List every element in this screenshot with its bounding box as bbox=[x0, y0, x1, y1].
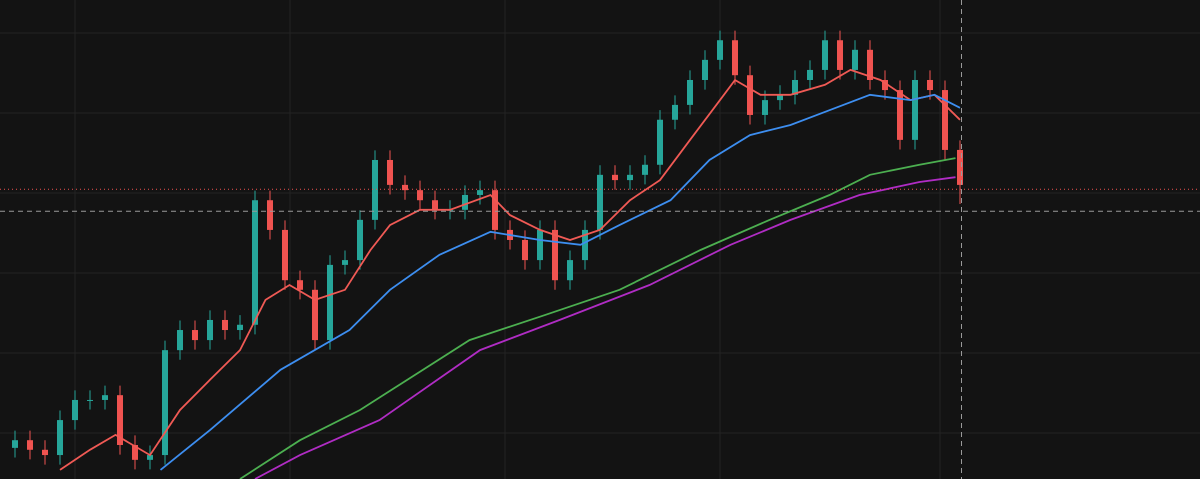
candle-body bbox=[252, 200, 258, 325]
moving-average-line bbox=[254, 176, 956, 479]
candle-body bbox=[702, 59, 708, 80]
candle-body bbox=[132, 444, 138, 460]
candle-body bbox=[297, 280, 303, 290]
candle-body bbox=[462, 194, 468, 210]
candle-body bbox=[792, 79, 798, 95]
candle-body bbox=[627, 174, 633, 181]
candle-body bbox=[897, 90, 903, 140]
candle-body bbox=[372, 159, 378, 220]
candle-body bbox=[777, 94, 783, 101]
candle-body bbox=[57, 420, 63, 456]
candle-body bbox=[867, 49, 873, 80]
candle-body bbox=[27, 440, 33, 450]
candle-body bbox=[267, 200, 273, 230]
candle-body bbox=[282, 229, 288, 281]
candle-body bbox=[162, 350, 168, 456]
candle-body bbox=[87, 399, 93, 401]
candle-body bbox=[417, 190, 423, 201]
candle-body bbox=[612, 174, 618, 181]
candle-body bbox=[687, 79, 693, 105]
candle-body bbox=[12, 440, 18, 448]
candle-body bbox=[537, 229, 543, 261]
candle-body bbox=[477, 190, 483, 195]
candle-body bbox=[147, 455, 153, 460]
candle-body bbox=[807, 69, 813, 80]
candle-body bbox=[342, 260, 348, 265]
candle-body bbox=[957, 149, 963, 185]
candle-body bbox=[222, 319, 228, 331]
candle-body bbox=[522, 239, 528, 261]
candle-body bbox=[177, 330, 183, 351]
candle-body bbox=[552, 229, 558, 281]
moving-average-line bbox=[59, 68, 961, 471]
candle-body bbox=[192, 330, 198, 341]
candle-body bbox=[327, 264, 333, 341]
candle-body bbox=[102, 395, 108, 400]
moving-average-line bbox=[159, 93, 961, 471]
candle-body bbox=[822, 40, 828, 70]
candle-body bbox=[312, 289, 318, 341]
candle-body bbox=[432, 200, 438, 210]
candle-body bbox=[837, 40, 843, 70]
candle-body bbox=[927, 79, 933, 91]
candle-body bbox=[597, 174, 603, 230]
candle-body bbox=[672, 104, 678, 120]
candle-body bbox=[387, 159, 393, 185]
candle-body bbox=[402, 184, 408, 191]
candle-body bbox=[42, 449, 48, 456]
candle-body bbox=[72, 399, 78, 421]
candle-body bbox=[207, 319, 213, 341]
candle-body bbox=[357, 219, 363, 261]
candle-body bbox=[642, 164, 648, 175]
candle-body bbox=[582, 229, 588, 261]
candle-body bbox=[762, 100, 768, 115]
moving-average-line bbox=[239, 157, 956, 479]
candle-body bbox=[882, 79, 888, 91]
candle-body bbox=[567, 260, 573, 281]
candle-body bbox=[747, 75, 753, 115]
candle-body bbox=[852, 49, 858, 70]
candle-body bbox=[492, 190, 498, 230]
candle-body bbox=[717, 40, 723, 60]
candle-body bbox=[657, 119, 663, 165]
candle-body bbox=[237, 324, 243, 331]
candle-body bbox=[732, 40, 738, 76]
candle-body bbox=[912, 79, 918, 140]
candle-body bbox=[117, 395, 123, 445]
candle-body bbox=[942, 90, 948, 150]
